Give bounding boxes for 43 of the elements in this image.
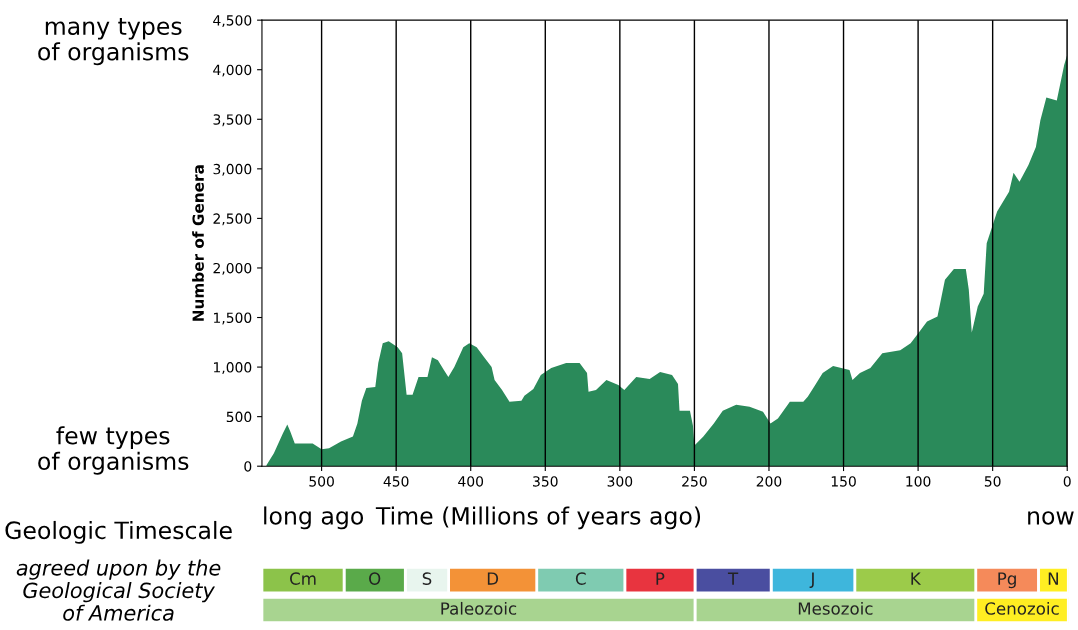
series-label: J (809, 572, 814, 589)
series-label: S (422, 572, 432, 585)
x-tick-label: 0 (1063, 476, 1071, 487)
series-label: Cenozoic (985, 601, 1059, 615)
y-tick-label: 4,500 (213, 15, 252, 28)
series-label: K (911, 572, 922, 585)
x-tick-label: 450 (383, 476, 409, 487)
series-label: O (369, 572, 381, 585)
y-tick-label: 3,500 (213, 114, 252, 127)
y-tick-label: 3,000 (213, 163, 252, 176)
y-tick-label: 1,500 (214, 312, 252, 325)
series-label: Pg (998, 572, 1016, 589)
x-tick-label: 200 (756, 476, 782, 487)
series-label: T (727, 572, 739, 585)
series-label: D (487, 572, 499, 585)
x-tick-label: 100 (906, 476, 931, 487)
text: many types of organisms (38, 18, 189, 66)
y-tick-label: 2,500 (213, 213, 252, 226)
y-tick-label: 2,000 (213, 262, 252, 275)
y-tick-label: 4,000 (213, 64, 252, 77)
text: agreed upon by the Geological Society of America (16, 559, 221, 621)
x-axis-title: Time (Millions of years ago) (375, 506, 701, 530)
text: few types of organisms (38, 426, 189, 475)
y-axis-title: Number of Genera (192, 165, 204, 321)
y-tick-label: 1,000 (214, 362, 252, 374)
series-label: P (656, 572, 665, 585)
y-tick-label: 0 (244, 461, 252, 472)
series-label: Cm (290, 572, 316, 585)
x-tick-label: 500 (309, 476, 334, 487)
text: now (1028, 511, 1074, 525)
x-tick-label: 300 (607, 476, 633, 487)
x-tick-label: 250 (682, 476, 707, 487)
series-label: Paleozoic (441, 601, 517, 615)
x-tick-label: 150 (831, 476, 856, 487)
text: long ago (264, 506, 364, 530)
x-tick-label: 350 (533, 476, 558, 487)
series-label: C (575, 572, 586, 585)
series-label: Mesozoic (798, 601, 873, 615)
x-tick-label: 400 (458, 476, 484, 487)
text: Geologic Timescale (5, 520, 232, 544)
series-label: N (1048, 572, 1058, 585)
x-tick-label: 50 (984, 476, 1001, 487)
y-tick-label: 500 (226, 411, 252, 423)
